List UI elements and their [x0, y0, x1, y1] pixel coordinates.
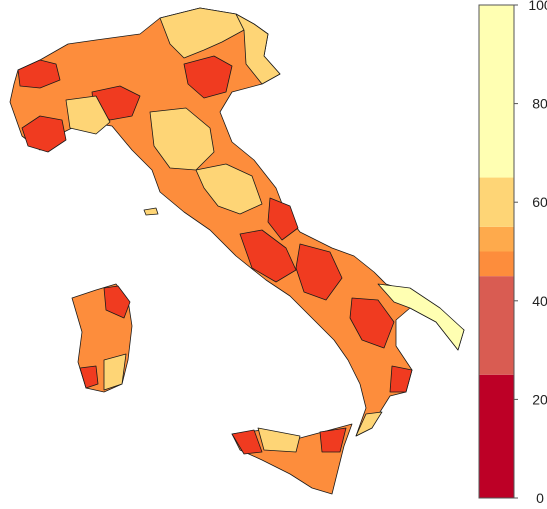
region-puglia-pale: [377, 283, 465, 351]
region-calabria-tip-pale: [355, 411, 383, 437]
legend-bin-2: [479, 251, 514, 277]
region-emilia-pale: [65, 95, 111, 135]
sicily-east-dark: [319, 427, 347, 453]
legend-ticks: 0 20 40 60 80 100: [514, 0, 547, 506]
legend-frame: [478, 4, 515, 499]
legend-tick-label-2: 40: [532, 293, 547, 309]
region-north-pale: [159, 7, 245, 59]
legend-bin-1: [479, 276, 514, 375]
sardinia-northeast-dark: [103, 285, 131, 319]
sicily-north-pale: [257, 427, 301, 453]
region-northwest-dark: [17, 59, 61, 89]
sicily-west-dark: [231, 429, 263, 455]
legend-tick-label-0: 0: [536, 490, 544, 506]
region-tuscany-pale: [149, 107, 215, 171]
legend-bin-4: [479, 177, 514, 227]
legend-bin-5: [479, 5, 514, 178]
region-central-pale: [195, 163, 263, 215]
region-rome-dark: [239, 229, 297, 283]
region-calabria-dark: [389, 365, 413, 393]
region-northeast-pale: [235, 13, 281, 85]
region-abruzzo-dark: [267, 197, 299, 241]
legend-tick-label-3: 60: [532, 194, 547, 210]
legend-tick-label-5: 100: [528, 0, 547, 13]
sardinia-southwest-dark: [79, 365, 99, 389]
legend-bins: [479, 5, 514, 498]
region-campania-dark: [295, 243, 343, 301]
sardinia-south-pale: [103, 353, 127, 391]
region-piedmont-dark: [21, 115, 67, 153]
legend-tick-label-1: 20: [532, 391, 547, 407]
region-basilicata-dark: [349, 297, 395, 349]
legend-bin-3: [479, 226, 514, 252]
legend-tick-label-4: 80: [532, 96, 547, 112]
elba-island: [143, 207, 159, 216]
region-veneto-dark: [183, 55, 233, 99]
legend-bin-0: [479, 374, 514, 498]
